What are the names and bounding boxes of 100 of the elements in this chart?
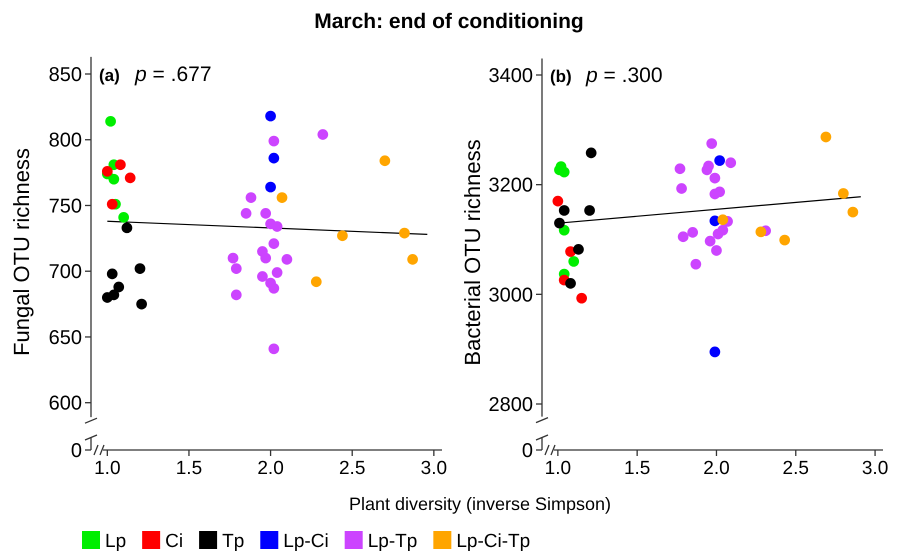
point bbox=[102, 166, 113, 177]
point bbox=[820, 132, 832, 142]
y-axis-title: Fungal OTU richness bbox=[9, 148, 34, 356]
point bbox=[106, 198, 118, 210]
point bbox=[848, 206, 858, 218]
point bbox=[230, 263, 242, 274]
y-tick-label: 3000 bbox=[488, 284, 533, 306]
y-tick-label: 650 bbox=[48, 326, 82, 349]
point bbox=[106, 268, 118, 280]
legend-label: Ci bbox=[165, 531, 184, 552]
point bbox=[272, 221, 282, 232]
point bbox=[276, 192, 288, 203]
legend-label: Lp-Ci-Tp bbox=[456, 531, 530, 552]
point bbox=[554, 218, 565, 228]
y-tick-label: 2800 bbox=[488, 394, 533, 416]
point bbox=[310, 276, 322, 288]
point bbox=[228, 252, 238, 264]
point bbox=[838, 188, 849, 199]
point bbox=[676, 183, 687, 194]
x-tick-label: 1.5 bbox=[624, 458, 650, 479]
legend-label: Lp-Ci bbox=[283, 531, 329, 552]
point bbox=[124, 172, 136, 184]
point bbox=[268, 238, 280, 249]
x-tick-label: 3.0 bbox=[862, 458, 888, 479]
point bbox=[260, 252, 272, 264]
point bbox=[268, 136, 280, 146]
y-tick-label: 850 bbox=[48, 64, 82, 86]
point bbox=[282, 254, 292, 265]
point bbox=[725, 157, 736, 168]
y-tick-label: 3400 bbox=[488, 65, 533, 87]
point bbox=[240, 208, 252, 219]
x-tick-label: 2.0 bbox=[703, 458, 730, 479]
point bbox=[558, 205, 570, 216]
legend-label: Lp bbox=[105, 531, 126, 552]
point bbox=[136, 298, 147, 310]
point bbox=[105, 116, 116, 127]
point bbox=[115, 159, 126, 170]
point bbox=[337, 230, 348, 242]
point bbox=[118, 212, 130, 223]
y-tick-label: 800 bbox=[48, 130, 82, 152]
y-tick-label: 700 bbox=[48, 261, 82, 284]
point bbox=[257, 271, 268, 282]
point bbox=[113, 282, 124, 292]
point bbox=[122, 222, 132, 234]
point bbox=[230, 290, 242, 300]
point bbox=[246, 192, 256, 203]
point bbox=[576, 292, 588, 304]
point bbox=[712, 228, 724, 240]
annotation: p = .677 bbox=[134, 63, 212, 86]
point bbox=[710, 172, 720, 184]
point bbox=[399, 228, 410, 238]
x-tick-label: 2.0 bbox=[257, 458, 284, 479]
point bbox=[687, 227, 698, 238]
point bbox=[779, 234, 790, 246]
x-tick-label: 3.0 bbox=[420, 458, 448, 479]
text: 0 bbox=[522, 440, 533, 462]
point bbox=[407, 254, 418, 265]
point bbox=[584, 205, 595, 216]
point bbox=[272, 267, 282, 278]
x-tick-label: 1.5 bbox=[176, 458, 202, 479]
point bbox=[552, 196, 564, 206]
point bbox=[710, 188, 720, 200]
x-axis-title: Plant diversity (inverse Simpson) bbox=[348, 494, 612, 514]
y-tick-label: 750 bbox=[48, 195, 82, 218]
point bbox=[108, 174, 120, 185]
point bbox=[573, 244, 584, 255]
point bbox=[268, 282, 280, 294]
point bbox=[756, 226, 766, 238]
y-axis-title: Bacterial OTU richness bbox=[460, 139, 485, 366]
y-tick-label: 600 bbox=[48, 392, 82, 415]
x-tick-label: 1.0 bbox=[544, 458, 572, 479]
annotation: p = .300 bbox=[585, 64, 662, 87]
point bbox=[265, 110, 276, 122]
point bbox=[268, 343, 280, 354]
y-tick-label: 3200 bbox=[488, 174, 533, 197]
point bbox=[568, 256, 580, 267]
point bbox=[586, 148, 597, 158]
x-tick-label: 2.5 bbox=[339, 458, 366, 479]
point bbox=[317, 129, 328, 140]
point bbox=[268, 152, 280, 164]
chart-title: March: end of conditioning bbox=[314, 10, 584, 33]
point bbox=[674, 163, 686, 174]
legend-label: Lp-Tp bbox=[368, 531, 418, 552]
point bbox=[704, 236, 716, 246]
point bbox=[678, 231, 689, 242]
point bbox=[260, 208, 272, 219]
annotation: (a) bbox=[99, 66, 120, 85]
point bbox=[717, 214, 728, 226]
legend-label: Tp bbox=[222, 531, 244, 552]
point bbox=[565, 278, 576, 289]
point bbox=[134, 263, 146, 274]
point bbox=[714, 155, 725, 166]
point bbox=[706, 138, 718, 149]
point bbox=[710, 346, 720, 358]
point bbox=[558, 166, 570, 178]
point bbox=[265, 182, 276, 192]
x-tick-label: 2.5 bbox=[782, 458, 809, 479]
point bbox=[702, 164, 712, 176]
point bbox=[108, 290, 120, 300]
point bbox=[690, 258, 702, 270]
